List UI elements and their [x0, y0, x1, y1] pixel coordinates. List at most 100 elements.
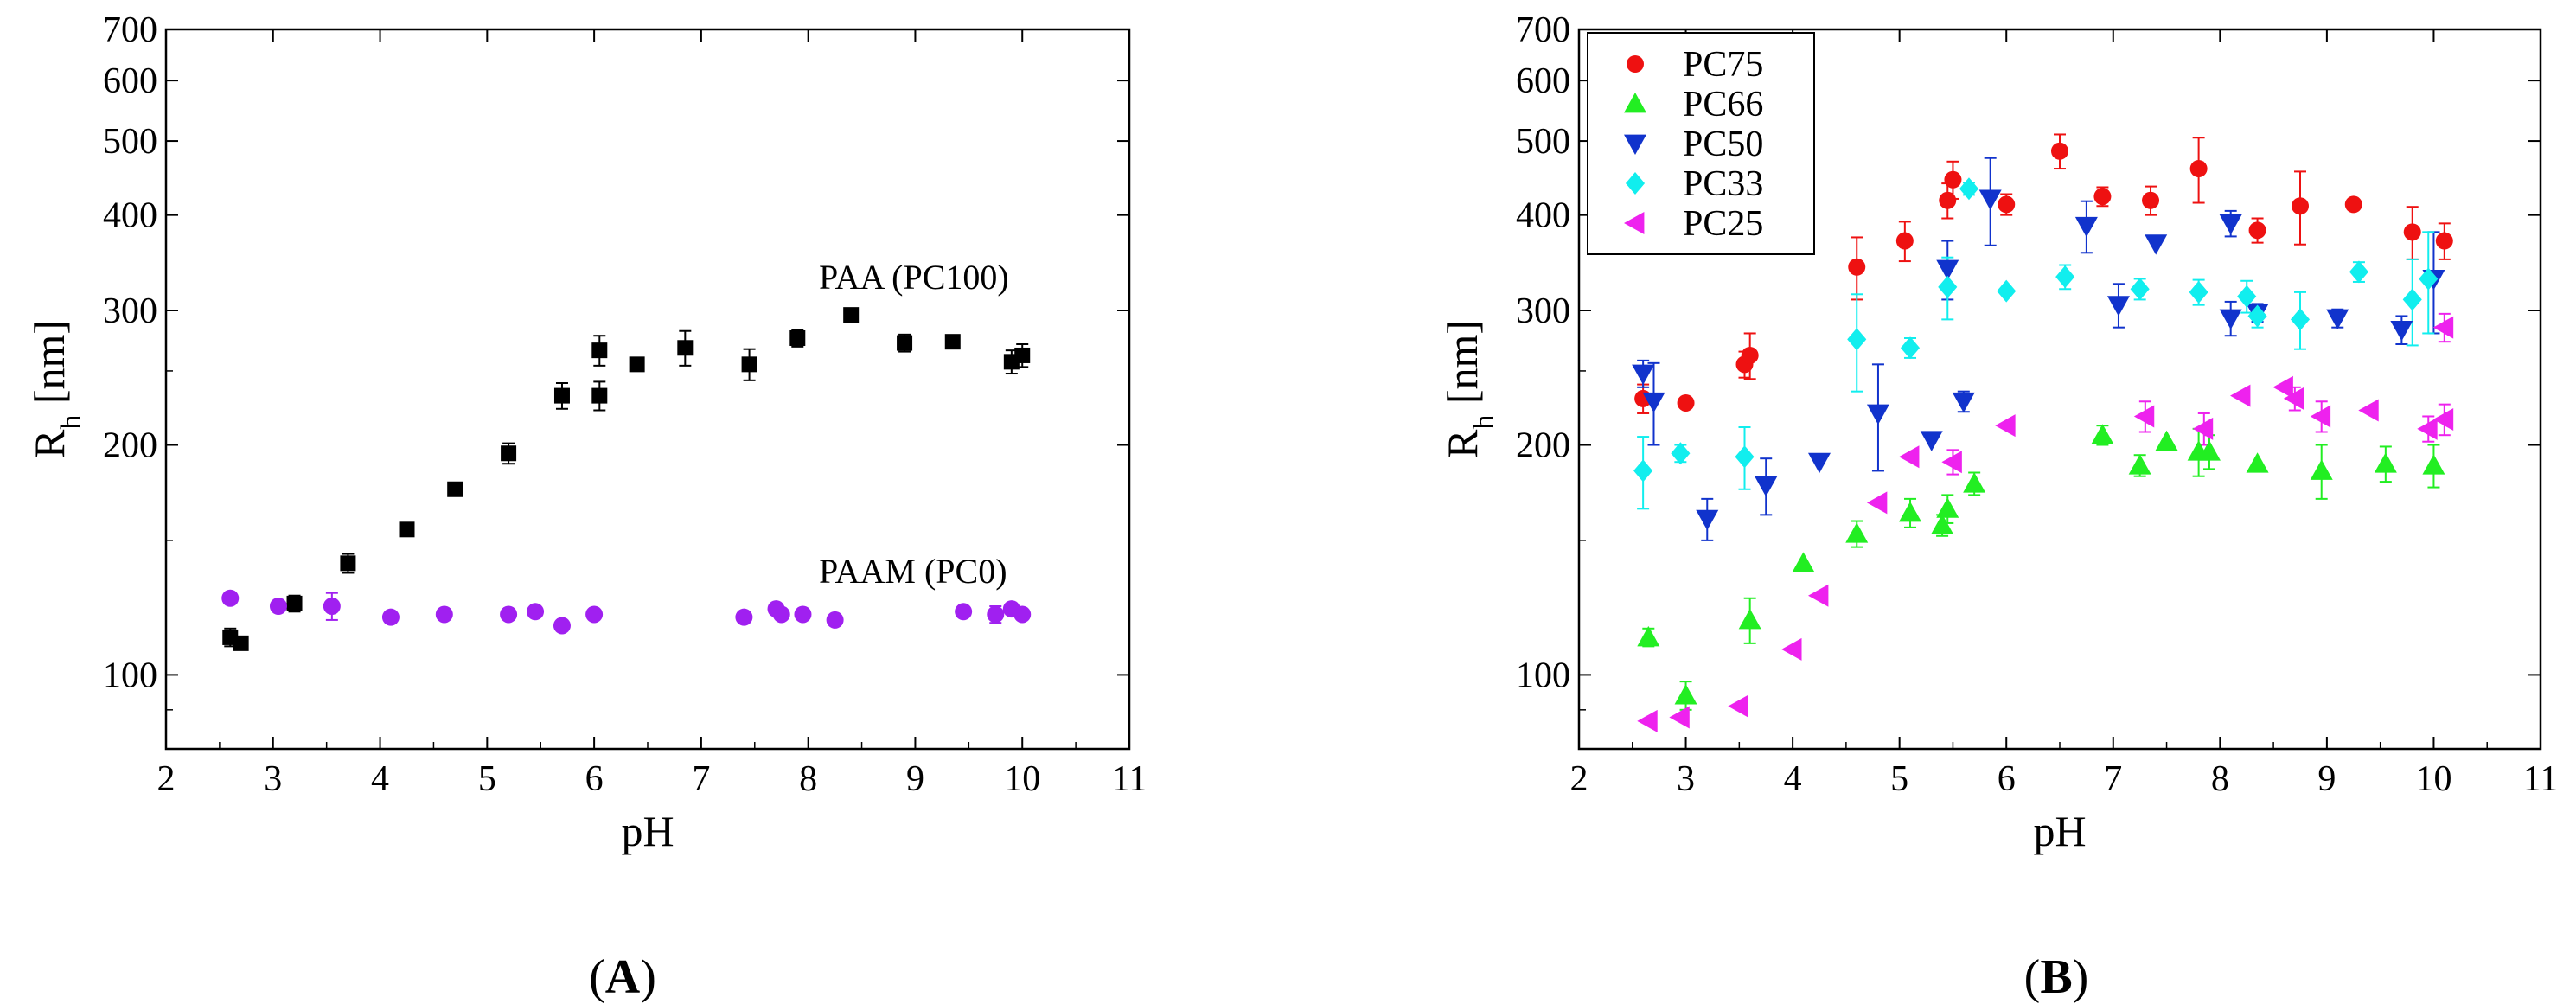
data-point-pc66 [1792, 552, 1815, 572]
data-point-pc75 [2344, 195, 2362, 214]
data-point-pc75 [1741, 346, 1759, 364]
panel-a-y-tick-label: 300 [103, 291, 157, 331]
panel-a-y-tick-label: 600 [103, 61, 157, 101]
data-point-pc25 [2133, 405, 2155, 428]
panel-b-ticks: 2 3 4 5 6 7 8 9 10 11 100 200 300 400 500 600 700 [1516, 10, 2558, 799]
data-point-pc66 [1845, 522, 1869, 543]
data-point-paa-pc100- [677, 340, 694, 356]
data-point-pc66 [1963, 472, 1986, 493]
panel-a-plot-frame [164, 28, 1131, 751]
data-point-pc75 [2189, 160, 2208, 178]
data-point-pc25 [1899, 445, 1920, 469]
data-point-pc75 [2403, 223, 2421, 241]
data-point-paam-pc0- [794, 605, 812, 624]
data-point-pc33 [2237, 285, 2257, 308]
panel-b-y-tick-label: 600 [1516, 61, 1570, 101]
data-point-paam-pc0- [826, 611, 844, 629]
data-point-pc75 [1677, 393, 1695, 412]
data-point-pc50 [1632, 364, 1655, 386]
data-point-paa-pc100- [629, 356, 645, 373]
data-point-pc25 [2310, 405, 2331, 428]
panel-a-x-tick-label: 5 [478, 759, 496, 799]
data-point-pc33 [1900, 336, 1921, 360]
data-point-pc25 [1808, 584, 1829, 607]
data-point-paa-pc100- [340, 555, 356, 572]
panel-b-x-tick-label: 11 [2523, 759, 2558, 799]
data-point-pc66 [1738, 608, 1761, 630]
panel-a-y-tick-label: 200 [103, 426, 157, 466]
panel-a-x-tick-label: 7 [692, 759, 710, 799]
data-point-pc25 [1995, 414, 2016, 438]
data-point-pc75 [2292, 197, 2309, 215]
panel-b-x-tick-label: 3 [1677, 759, 1695, 799]
data-point-pc25 [2230, 384, 2251, 407]
data-point-pc66 [1674, 684, 1697, 705]
data-point-paam-pc0- [955, 603, 973, 621]
data-point-paa-pc100- [501, 445, 517, 462]
data-point-paam-pc0- [585, 605, 604, 624]
data-point-pc66 [1899, 501, 1922, 522]
data-point-pc50 [1808, 452, 1831, 474]
data-point-pc25 [1866, 491, 1888, 515]
data-point-pc75 [1848, 258, 1866, 276]
panel-b-x-tick-label: 4 [1784, 759, 1802, 799]
data-point-pc25 [1728, 694, 1748, 718]
data-point-pc33 [1997, 279, 2017, 303]
panel-a-x-tick-label: 8 [799, 759, 817, 799]
data-point-paam-pc0- [500, 605, 518, 624]
panel-b-x-tick-label: 6 [1998, 759, 2016, 799]
data-point-pc75 [2142, 191, 2160, 209]
panel-b-x-tick-label: 8 [2211, 759, 2229, 799]
data-point-pc33 [2189, 280, 2208, 304]
data-point-pc33 [2402, 288, 2422, 311]
data-point-pc66 [1936, 497, 1959, 518]
data-point-pc50 [1920, 431, 1943, 451]
data-point-pc75 [2093, 188, 2112, 206]
data-point-paa-pc100- [843, 307, 860, 323]
data-point-pc75 [1939, 191, 1957, 209]
legend-marker-pc75 [1627, 55, 1644, 73]
data-point-pc33 [1847, 328, 1867, 351]
panel-a-x-tick-label: 6 [585, 759, 604, 799]
panel-a-y-axis-label: Rh [nm] [25, 320, 87, 458]
panel-b-label: (B) [2024, 950, 2089, 1004]
data-point-pc25 [1781, 637, 1802, 661]
data-point-paa-pc100- [944, 334, 961, 350]
data-point-pc75 [2435, 232, 2453, 250]
data-point-pc50 [1642, 392, 1665, 413]
data-point-pc33 [1671, 442, 1691, 465]
data-point-paam-pc0- [987, 605, 1005, 624]
data-point-pc75 [1895, 232, 1914, 250]
data-point-pc50 [2219, 214, 2242, 235]
data-point-pc66 [2155, 430, 2178, 451]
data-point-paa-pc100- [741, 356, 757, 373]
data-point-pc50 [2326, 309, 2349, 330]
panel-a-error-bars [224, 310, 1029, 650]
panel-a: 2 3 4 5 6 7 8 9 10 11 100 200 300 400 500 600 700 PAA (P… [25, 10, 1147, 1004]
legend-label-pc66: PC66 [1683, 85, 1763, 125]
data-point-pc50 [1866, 404, 1889, 425]
data-point-pc33 [2290, 308, 2311, 331]
data-point-pc50 [2145, 234, 2168, 255]
data-point-paam-pc0- [772, 605, 790, 624]
data-point-pc25 [2283, 387, 2304, 410]
data-point-pc66 [1637, 625, 1660, 647]
data-point-paa-pc100- [286, 595, 303, 611]
data-point-pc33 [2419, 267, 2439, 291]
panel-b-y-tick-label: 500 [1516, 122, 1570, 162]
data-point-paa-pc100- [897, 335, 913, 351]
data-point-pc66 [1931, 514, 1954, 534]
panel-a-x-tick-label: 10 [1004, 759, 1040, 799]
data-point-pc66 [2197, 440, 2221, 461]
data-point-pc33 [1633, 459, 1653, 483]
data-point-pc50 [2074, 216, 2098, 238]
data-point-pc66 [2091, 424, 2114, 444]
data-point-pc33 [2130, 278, 2150, 301]
data-point-paam-pc0- [527, 603, 545, 621]
panel-b-x-tick-label: 9 [2317, 759, 2336, 799]
data-point-pc33 [1938, 275, 1958, 298]
data-point-pc25 [2358, 399, 2379, 422]
